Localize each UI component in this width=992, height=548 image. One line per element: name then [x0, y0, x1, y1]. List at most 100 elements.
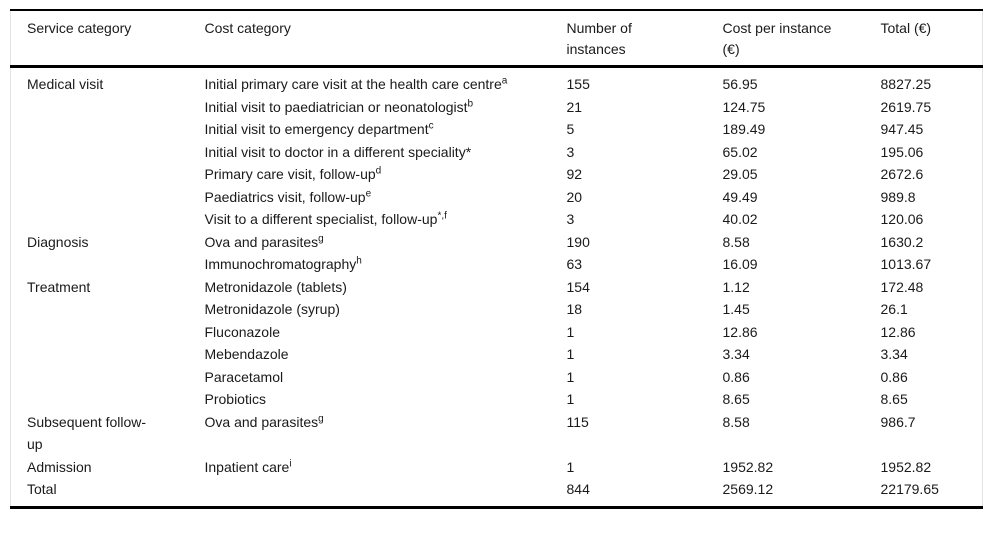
table-row: Fluconazole 1 12.86 12.86	[11, 321, 983, 344]
total-cell: 2619.75	[881, 96, 983, 119]
cost-category-text: Initial primary care visit at the health…	[204, 75, 508, 92]
instances-text: 1	[566, 368, 575, 385]
table-header: Service category Cost category Number of…	[10, 10, 983, 68]
cost-category-text: Probiotics	[204, 391, 266, 407]
cost-category-cell: Initial visit to paediatrician or neonat…	[205, 96, 567, 119]
total-cell: 195.06	[881, 141, 983, 164]
cost-per-instance-text: 8.58	[722, 413, 750, 430]
instances-cell: 92	[567, 163, 723, 186]
col-header-number-of-instances-label: Number of instances	[566, 20, 632, 57]
service-category-cell: Medical visit	[11, 67, 205, 96]
table-row: Primary care visit, follow-upd 92 29.05 267…	[11, 163, 983, 186]
cost-per-instance-text: 0.86	[722, 368, 750, 385]
table-row: Treatment Metronidazole (tablets) 154 1.12 1…	[11, 276, 983, 299]
service-category-cell	[11, 343, 205, 366]
service-category-text: Admission	[27, 458, 92, 475]
cost-per-instance-cell: 49.49	[723, 186, 881, 209]
total-cell: 8827.25	[881, 67, 983, 96]
total-cell: 12.86	[881, 321, 983, 344]
cost-per-instance-text: 189.49	[722, 121, 766, 137]
instances-text: 5	[566, 121, 575, 137]
total-text: 1952.82	[880, 458, 932, 475]
footnote-marker: d	[375, 165, 382, 177]
cost-category-cell: Primary care visit, follow-upd	[205, 163, 567, 186]
cost-per-instance-cell: 12.86	[723, 321, 881, 344]
cost-category-cell: Fluconazole	[205, 321, 567, 344]
cost-category-text: Initial visit to emergency departmentc	[204, 120, 434, 137]
cost-per-instance-text: 29.05	[722, 166, 758, 182]
cost-category-cell: Paediatrics visit, follow-upe	[205, 186, 567, 209]
total-text: 989.8	[880, 188, 916, 205]
cost-category-cell: Paracetamol	[205, 366, 567, 389]
cost-table: Service category Cost category Number of…	[10, 9, 983, 509]
col-header-total: Total (€)	[880, 10, 983, 68]
total-text: 120.06	[880, 211, 924, 227]
cost-category-text: Paracetamol	[204, 368, 284, 385]
cost-per-instance-cell: 1.45	[723, 298, 881, 321]
total-cell: 1013.67	[881, 253, 983, 276]
instances-cell: 63	[567, 253, 723, 276]
instances-text: 1	[566, 391, 575, 407]
instances-text: 3	[566, 143, 575, 160]
cost-per-instance-text: 1952.82	[722, 458, 774, 475]
cost-per-instance-text: 40.02	[722, 211, 758, 227]
service-category-cell	[11, 186, 205, 209]
cost-category-text: Ova and parasitesg	[204, 412, 324, 430]
cost-per-instance-cell: 16.09	[723, 253, 881, 276]
cost-per-instance-cell: 1952.82	[723, 456, 881, 479]
table-row: Probiotics 1 8.65 8.65	[11, 388, 983, 411]
col-header-service-category-label: Service category	[27, 20, 132, 36]
table-row: Total 844 2569.12 22179.65	[11, 478, 983, 507]
cost-per-instance-text: 8.58	[722, 233, 750, 250]
service-category-cell	[11, 366, 205, 389]
service-category-cell	[11, 118, 205, 141]
total-cell: 26.1	[881, 298, 983, 321]
instances-text: 190	[566, 233, 590, 250]
cost-category-cell: Visit to a different specialist, follow-…	[205, 208, 567, 231]
instances-text: 20	[566, 188, 583, 205]
instances-cell: 3	[567, 208, 723, 231]
service-category-cell	[11, 96, 205, 119]
instances-cell: 3	[567, 141, 723, 164]
header-row: Service category Cost category Number of…	[10, 10, 983, 68]
cost-per-instance-cell: 189.49	[723, 118, 881, 141]
footnote-marker: g	[318, 232, 324, 244]
cost-category-cell: Immunochromatographyh	[205, 253, 567, 276]
instances-cell: 1	[567, 388, 723, 411]
cost-category-cell: Inpatient carei	[205, 456, 567, 479]
instances-text: 154	[566, 278, 590, 295]
table-row: Visit to a different specialist, follow-…	[11, 208, 983, 231]
instances-cell: 115	[567, 411, 723, 456]
cost-per-instance-cell: 0.86	[723, 366, 881, 389]
instances-text: 115	[566, 413, 589, 430]
instances-text: 1	[566, 346, 575, 362]
service-category-cell	[11, 321, 205, 344]
cost-per-instance-text: 49.49	[722, 188, 758, 205]
footnote-marker: a	[501, 75, 508, 87]
total-cell: 0.86	[881, 366, 983, 389]
total-cell: 172.48	[881, 276, 983, 299]
service-category-cell: Subsequent follow-up	[11, 411, 205, 456]
cost-per-instance-text: 2569.12	[722, 481, 774, 497]
col-header-cost-per-instance-label: Cost per instance (€)	[722, 20, 832, 57]
table-row: Mebendazole 1 3.34 3.34	[11, 343, 983, 366]
instances-cell: 1	[567, 366, 723, 389]
service-category-cell: Diagnosis	[11, 231, 205, 254]
cost-category-cell: Probiotics	[205, 388, 567, 411]
cost-per-instance-cell: 65.02	[723, 141, 881, 164]
cost-category-cell: Initial primary care visit at the health…	[205, 67, 567, 96]
total-text: 2619.75	[880, 98, 932, 115]
total-cell: 3.34	[881, 343, 983, 366]
service-category-cell	[11, 208, 205, 231]
cost-per-instance-text: 16.09	[722, 256, 758, 272]
cost-per-instance-text: 3.34	[722, 346, 750, 362]
service-category-cell	[11, 388, 205, 411]
instances-cell: 21	[567, 96, 723, 119]
cost-category-cell: Ova and parasitesg	[205, 231, 567, 254]
instances-cell: 844	[567, 478, 723, 507]
instances-cell: 155	[567, 67, 723, 96]
cost-category-cell: Initial visit to emergency departmentc	[205, 118, 567, 141]
col-header-total-label: Total (€)	[880, 20, 932, 36]
total-cell: 8.65	[881, 388, 983, 411]
cost-per-instance-cell: 1.12	[723, 276, 881, 299]
